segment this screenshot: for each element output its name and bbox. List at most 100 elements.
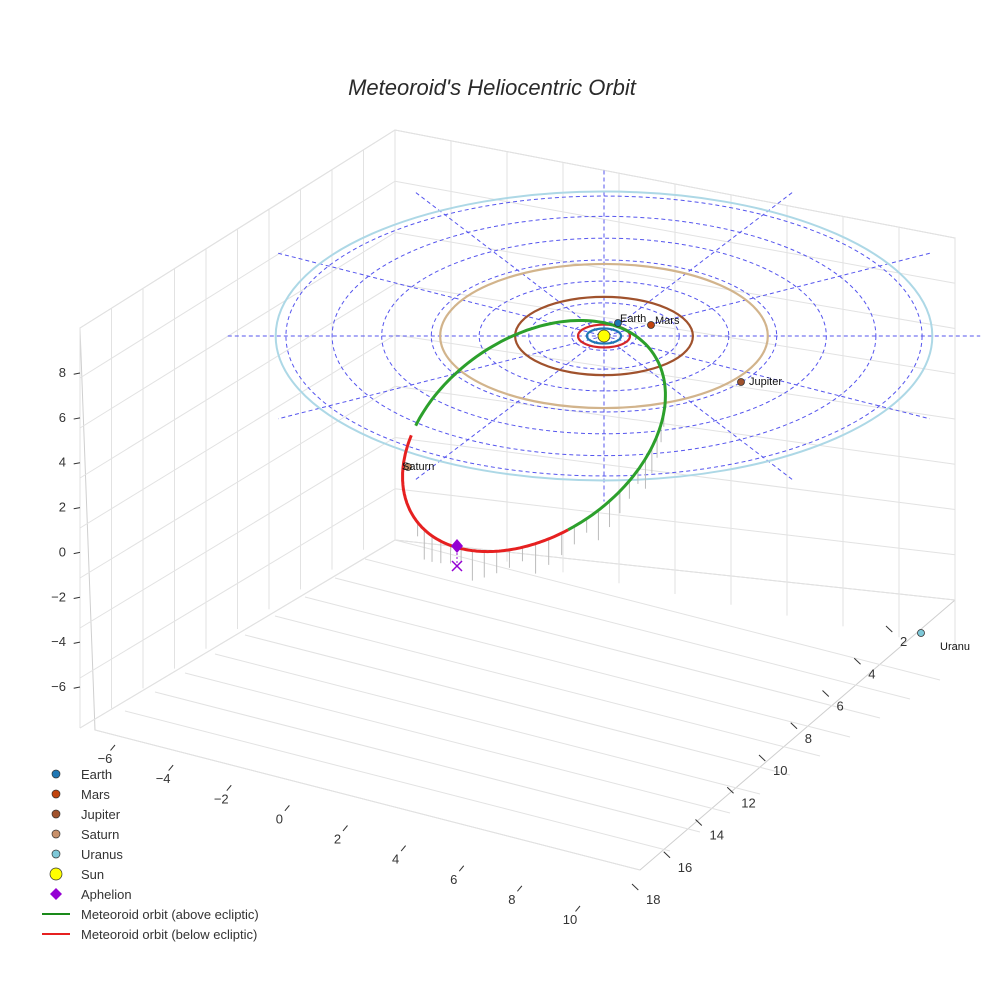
y-axis-tick-label: 12	[741, 795, 755, 810]
legend-circle-swatch	[51, 769, 61, 779]
legend-diamond-swatch	[50, 888, 62, 900]
grid-line	[394, 232, 956, 329]
grid-line	[364, 558, 911, 700]
y-axis-tick-label: 4	[868, 666, 875, 681]
uranus-label: Uranu	[940, 641, 970, 653]
legend-label: Meteoroid orbit (above ecliptic)	[81, 907, 259, 922]
legend-circle-swatch	[51, 809, 61, 819]
grid-line	[394, 283, 956, 375]
grid-line	[394, 539, 941, 681]
y-axis-tick-mark	[790, 722, 798, 730]
planet-orbits	[274, 190, 934, 482]
legend-label: Jupiter	[81, 807, 121, 822]
z-axis-tick-mark	[73, 417, 81, 420]
x-axis-tick-mark	[575, 905, 581, 912]
x-axis-tick-mark	[400, 845, 407, 852]
y-axis-tick-label: 16	[678, 860, 692, 875]
grid-line	[274, 615, 821, 757]
saturn-marker	[404, 463, 412, 471]
y-axis-tick-mark	[726, 786, 734, 794]
grid-line	[94, 729, 641, 871]
saturn-label: Saturn	[402, 461, 434, 473]
y-axis-tick-label: 18	[646, 892, 660, 907]
legend-item: Uranus	[51, 847, 123, 862]
y-axis-tick-mark	[758, 754, 766, 762]
legend-label: Meteoroid orbit (below ecliptic)	[81, 927, 257, 942]
z-axis-tick-label: 8	[59, 365, 66, 380]
body-markers: Earth Mars Jupiter Saturn Uranu	[402, 313, 970, 653]
x-axis-tick-mark	[284, 805, 290, 812]
orbit-uranus	[274, 190, 934, 482]
chart-title: Meteoroid's Heliocentric Orbit	[348, 75, 637, 100]
meteoroid-orbit	[401, 319, 667, 554]
legend: Earth Mars Jupiter Saturn Uranus Sun Aphelion M…	[42, 767, 259, 942]
grid-line	[244, 634, 791, 776]
x-axis-tick-label: 8	[508, 892, 515, 907]
legend-circle-swatch	[51, 789, 61, 799]
legend-item: Aphelion	[50, 887, 132, 902]
sun-marker	[597, 329, 611, 343]
y-axis-tick-label: 8	[805, 731, 812, 746]
orbit-earth	[585, 327, 623, 345]
aphelion-marker	[451, 539, 463, 553]
x-axis-tick-label: 10	[563, 912, 577, 927]
legend-item: Saturn	[51, 827, 119, 842]
aphelion-projection-marker	[451, 560, 463, 572]
grid-line	[214, 653, 761, 795]
y-axis-tick-mark	[695, 819, 703, 826]
legend-circle-swatch	[49, 867, 63, 881]
grid-line	[304, 596, 851, 738]
mars-marker	[647, 321, 655, 329]
grid-line	[79, 334, 396, 529]
y-axis-tick-mark	[822, 690, 830, 697]
earth-label: Earth	[620, 313, 646, 325]
y-axis-tick-label: 6	[837, 699, 844, 714]
grid-line	[79, 129, 396, 329]
grid-line	[394, 129, 956, 239]
grid-line	[394, 437, 956, 510]
legend-item: Earth	[51, 767, 112, 782]
ecliptic-ring	[331, 215, 877, 457]
orbit-mars	[576, 323, 632, 349]
y-axis-tick-mark	[885, 625, 893, 633]
x-axis-tick-label: −2	[214, 791, 229, 806]
uranus-marker	[917, 629, 925, 637]
grid-line	[394, 180, 956, 284]
z-axis-tick-label: −6	[51, 679, 66, 694]
grid-line	[334, 577, 881, 719]
mars-label: Mars	[655, 315, 680, 327]
x-axis-tick-label: 4	[392, 852, 399, 867]
legend-label: Earth	[81, 767, 112, 782]
grid-line	[394, 488, 956, 556]
grid-line	[79, 539, 396, 729]
jupiter-marker	[737, 378, 745, 386]
meteoroid-orbit-above	[414, 319, 667, 532]
grid-line	[124, 710, 671, 852]
box-frame	[79, 129, 956, 871]
x-axis-tick-label: −6	[98, 751, 113, 766]
z-axis-tick-label: 0	[59, 544, 66, 559]
y-axis-tick-mark	[853, 657, 861, 665]
grid-line	[184, 672, 731, 814]
y-axis-tick-label: 10	[773, 763, 787, 778]
z-axis-tick-mark	[73, 462, 81, 465]
grid-line	[394, 539, 956, 601]
legend-label: Aphelion	[81, 887, 132, 902]
x-axis-tick-mark	[226, 784, 232, 791]
legend-label: Sun	[81, 867, 104, 882]
grid-line	[79, 488, 396, 679]
axes: 8 6 4 2 0 −2 −4 −6 −6 −4 −2 0 2 4 6 8 10 2 4 6 8 10 12 14 16 18	[51, 365, 907, 927]
x-axis-tick-label: 0	[276, 811, 283, 826]
y-axis-tick-label: 2	[900, 634, 907, 649]
y-axis-tick-label: 14	[710, 828, 724, 843]
grid-lines	[79, 129, 956, 871]
grid-line	[154, 691, 701, 833]
x-axis-tick-label: 6	[450, 872, 457, 887]
legend-label: Saturn	[81, 827, 119, 842]
grid-line	[79, 283, 396, 479]
ecliptic-grid	[227, 170, 981, 502]
y-axis-tick-mark	[631, 883, 639, 891]
ecliptic-ring	[478, 280, 730, 392]
legend-item: Meteoroid orbit (below ecliptic)	[42, 927, 257, 942]
legend-circle-swatch	[51, 849, 61, 859]
